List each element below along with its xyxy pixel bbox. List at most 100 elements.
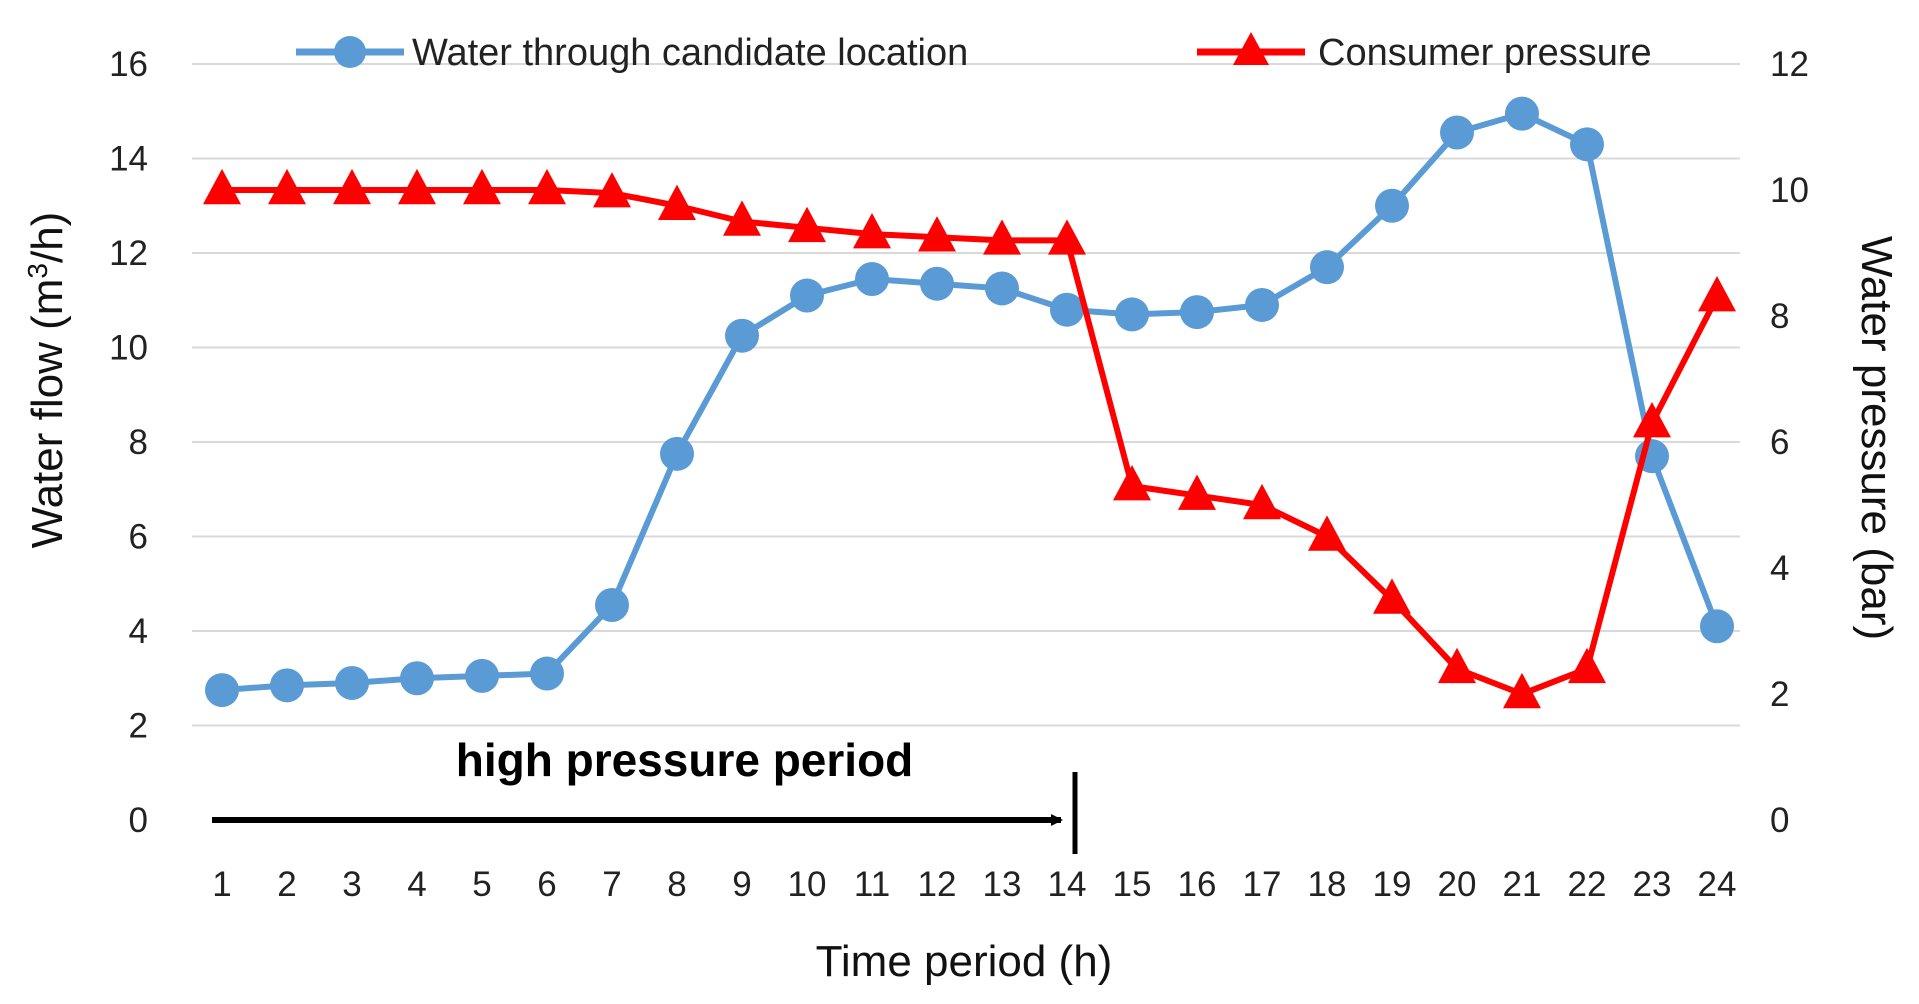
- data-point: [595, 588, 629, 623]
- x-tick-label: 13: [983, 865, 1022, 904]
- x-tick-label: 7: [602, 865, 621, 904]
- left-y-tick-label: 4: [129, 612, 148, 651]
- series-line: [221, 110, 1720, 694]
- legend-label: Consumer pressure: [1318, 32, 1652, 74]
- data-point: [1698, 276, 1736, 312]
- data-point: [1568, 647, 1606, 684]
- left-y-axis-title: Water flow (m3/h): [22, 212, 73, 549]
- right-y-tick-label: 2: [1770, 675, 1789, 714]
- x-tick-label: 15: [1113, 865, 1152, 904]
- x-axis-ticks: 1 2 3 4 5 6 7 8 9 10 11 12 13 14 15 16 17 18 19 20 21 22 23 24: [212, 865, 1736, 904]
- right-y-axis-title: Water pressure (bar): [1852, 236, 1901, 640]
- data-point: [593, 172, 631, 208]
- x-tick-label: 16: [1178, 865, 1217, 904]
- left-y-tick-label: 14: [109, 140, 148, 179]
- legend-marker: [1233, 32, 1269, 65]
- data-point: [660, 436, 694, 471]
- data-point: [1245, 287, 1279, 322]
- x-tick-label: 20: [1438, 865, 1477, 904]
- data-point: [918, 216, 956, 252]
- data-point: [400, 661, 434, 696]
- data-point: [788, 206, 826, 243]
- series-water-flow: [205, 96, 1734, 708]
- data-point: [268, 168, 306, 205]
- data-point: [1308, 515, 1346, 551]
- data-point: [723, 200, 761, 236]
- left-y-axis-title-suffix: /h): [23, 212, 72, 263]
- x-tick-label: 12: [918, 865, 957, 904]
- data-point: [1438, 647, 1476, 684]
- x-tick-label: 4: [407, 865, 426, 904]
- x-tick-label: 14: [1048, 865, 1087, 904]
- right-y-tick-label: 6: [1770, 423, 1789, 462]
- data-point: [1113, 465, 1151, 501]
- data-point: [983, 219, 1021, 255]
- data-point: [1178, 474, 1216, 510]
- left-y-tick-label: 16: [109, 45, 148, 84]
- data-point: [1180, 295, 1214, 330]
- x-tick-label: 17: [1243, 865, 1282, 904]
- data-point: [1115, 297, 1149, 332]
- right-y-axis-ticks: 0 2 4 6 8 10 12: [1770, 45, 1809, 840]
- data-point: [465, 658, 499, 693]
- x-tick-label: 6: [537, 865, 556, 904]
- data-point: [1243, 483, 1281, 520]
- series-consumer-pressure: [203, 168, 1736, 709]
- x-tick-label: 1: [212, 865, 231, 904]
- legend-item: Water through candidate location: [296, 32, 968, 74]
- x-tick-label: 3: [342, 865, 361, 904]
- data-point: [1503, 672, 1541, 709]
- left-y-tick-label: 8: [129, 423, 148, 462]
- data-point: [1570, 127, 1604, 162]
- x-tick-label: 19: [1373, 865, 1412, 904]
- left-y-axis-ticks: 0 2 4 6 8 10 12 14 16: [109, 45, 148, 840]
- data-point: [853, 213, 891, 249]
- data-point: [203, 168, 241, 205]
- legend-marker: [334, 36, 366, 68]
- data-point: [1050, 292, 1084, 327]
- data-point: [920, 266, 954, 301]
- data-point: [1440, 115, 1474, 150]
- data-point: [205, 673, 239, 708]
- left-y-tick-label: 12: [109, 234, 148, 273]
- data-point: [270, 668, 304, 703]
- left-y-tick-label: 6: [129, 518, 148, 557]
- data-point: [398, 168, 436, 205]
- series: [203, 96, 1736, 709]
- data-point: [790, 278, 824, 313]
- data-point: [1048, 219, 1086, 255]
- data-point: [463, 168, 501, 205]
- x-tick-label: 11: [854, 865, 890, 904]
- data-point: [658, 184, 696, 221]
- annotation-label: high pressure period: [456, 734, 914, 786]
- data-point: [1633, 402, 1671, 438]
- x-tick-label: 8: [667, 865, 686, 904]
- x-tick-label: 5: [472, 865, 491, 904]
- data-point: [1700, 609, 1734, 644]
- x-tick-label: 21: [1503, 865, 1542, 904]
- right-y-tick-label: 8: [1770, 297, 1789, 336]
- data-point: [1373, 578, 1411, 614]
- legend: Water through candidate location Consumer…: [296, 32, 1652, 74]
- data-point: [530, 656, 564, 691]
- data-point: [528, 168, 566, 205]
- x-axis-title: Time period (h): [816, 937, 1113, 986]
- data-point: [985, 271, 1019, 306]
- data-point: [335, 665, 369, 700]
- gridlines: [192, 63, 1740, 727]
- x-tick-label: 10: [788, 865, 827, 904]
- left-y-tick-label: 0: [129, 801, 148, 840]
- right-y-tick-label: 10: [1770, 171, 1809, 210]
- data-point: [1310, 250, 1344, 285]
- data-point: [1375, 188, 1409, 223]
- x-tick-label: 2: [277, 865, 296, 904]
- legend-label: Water through candidate location: [412, 32, 968, 74]
- data-point: [333, 168, 371, 205]
- left-y-axis-title-sup: 3: [22, 263, 53, 279]
- x-tick-label: 23: [1633, 865, 1672, 904]
- right-y-tick-label: 4: [1770, 549, 1789, 588]
- left-y-tick-label: 2: [129, 707, 148, 746]
- data-point: [1505, 96, 1539, 131]
- annotation: high pressure period: [212, 734, 1078, 854]
